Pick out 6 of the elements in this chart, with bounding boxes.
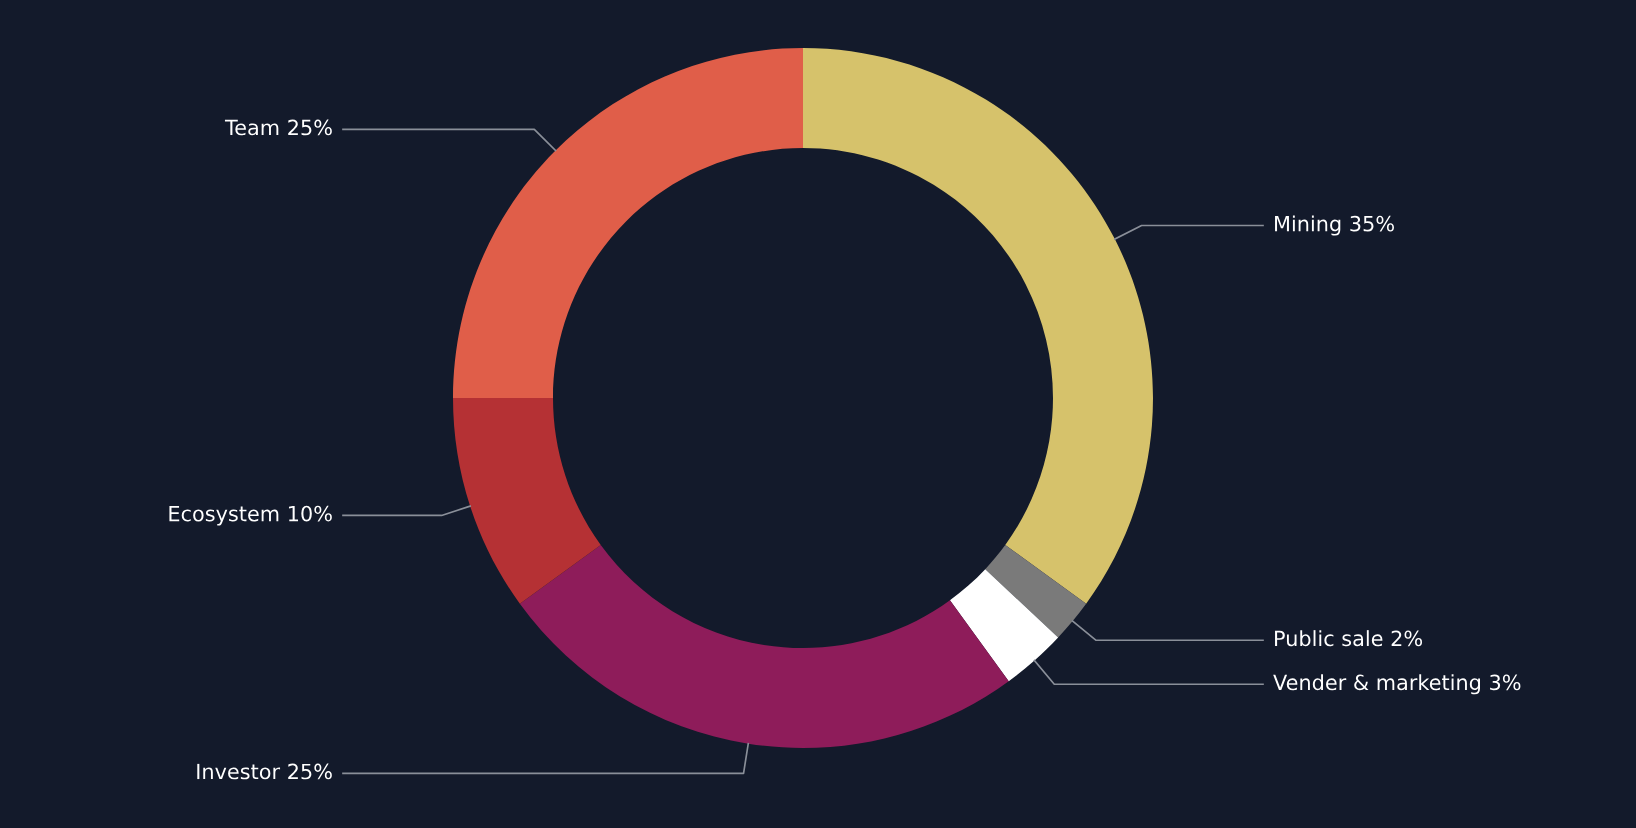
slice-label: Investor 25% (197, 763, 332, 780)
slice-label: Ecosystem 10% (169, 505, 332, 526)
slice-label: Vender & marketing 3% (1273, 674, 1521, 695)
slice-label: Public sale 2% (1275, 630, 1423, 647)
slice-label: Team 25% (224, 119, 332, 136)
slice-label: Mining 35% (1275, 215, 1394, 236)
